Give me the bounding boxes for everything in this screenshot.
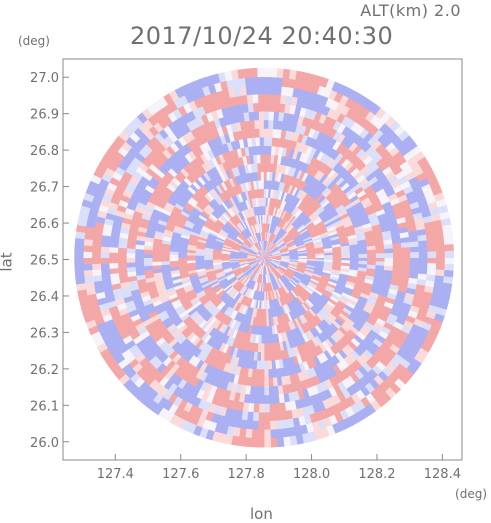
x-tick-label: 128.0 xyxy=(293,467,330,482)
x-tick-label: 127.4 xyxy=(97,467,134,482)
x-tick-label: 127.6 xyxy=(162,467,199,482)
y-tick-label: 27.0 xyxy=(30,71,59,86)
y-tick-label: 26.7 xyxy=(30,181,59,196)
y-tick-label: 26.3 xyxy=(30,326,59,341)
x-tick-label: 127.8 xyxy=(228,467,265,482)
y-tick-label: 26.1 xyxy=(30,399,59,414)
x-tick-label: 128.4 xyxy=(424,467,461,482)
y-tick-label: 26.5 xyxy=(30,254,59,269)
x-tick-label: 128.2 xyxy=(358,467,395,482)
radar-field xyxy=(75,68,454,447)
y-tick-label: 26.8 xyxy=(30,144,59,159)
y-tick-label: 26.6 xyxy=(30,217,59,232)
y-tick-label: 26.0 xyxy=(30,436,59,451)
y-tick-label: 26.2 xyxy=(30,363,59,378)
y-tick-label: 26.9 xyxy=(30,108,59,123)
y-tick-label: 26.4 xyxy=(30,290,59,305)
